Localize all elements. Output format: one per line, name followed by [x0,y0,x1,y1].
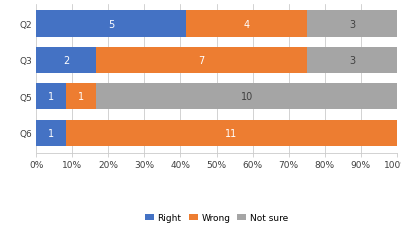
Text: 10: 10 [241,92,253,102]
Bar [186,11,307,37]
Bar [36,11,186,37]
Bar [307,11,397,37]
Bar [66,84,96,110]
Text: 1: 1 [48,92,54,102]
Text: 11: 11 [225,128,238,138]
Text: 3: 3 [349,56,355,66]
Bar [36,120,66,146]
Text: 3: 3 [349,19,355,29]
Bar [96,48,307,74]
Bar [36,48,96,74]
Text: 4: 4 [243,19,250,29]
Text: 1: 1 [78,92,84,102]
Bar [66,120,397,146]
Text: 5: 5 [108,19,114,29]
Bar [36,84,66,110]
Legend: Right, Wrong, Not sure: Right, Wrong, Not sure [141,209,292,225]
Text: 7: 7 [198,56,205,66]
Text: 2: 2 [63,56,69,66]
Bar [96,84,397,110]
Bar [307,48,397,74]
Text: 1: 1 [48,128,54,138]
